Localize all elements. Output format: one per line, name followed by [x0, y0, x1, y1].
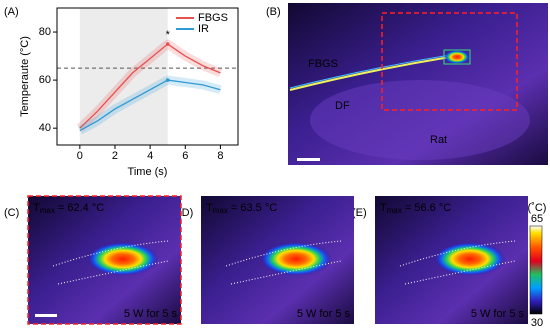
fiber-label: FBGS [308, 58, 338, 70]
legend-label: FBGS [198, 12, 228, 24]
tmax-t: T [33, 202, 40, 214]
tmax-label: Tmax = 62.4 °C [33, 202, 104, 215]
highlight-border [27, 195, 182, 325]
tissue-outline [399, 240, 516, 267]
tmax-t: T [380, 202, 387, 214]
colorbar-unit: (˚C) [528, 202, 547, 214]
panel-label: (A) [4, 6, 19, 18]
x-tick-label: 8 [217, 150, 223, 162]
peak-point [165, 78, 170, 82]
series-line [79, 79, 221, 132]
peak-point [165, 42, 170, 46]
caption: 5 W for 5 s [471, 308, 525, 320]
tmax-t: T [206, 202, 213, 214]
y-axis-label: Temperaute (°C) [19, 36, 31, 117]
fiber-glow [289, 54, 451, 89]
tmax-value: = 63.5 °C [228, 202, 277, 214]
hotspot [443, 49, 471, 65]
tmax-value: = 62.4 °C [55, 202, 104, 214]
x-tick-label: 6 [182, 150, 188, 162]
series-line [79, 43, 221, 129]
tissue-outline [225, 240, 342, 267]
star-annotation: * [166, 29, 171, 41]
thermal-spot [259, 242, 332, 276]
thermal-spot [86, 242, 159, 276]
tmax-label: Tmax = 56.6 °C [380, 202, 451, 215]
tissue [310, 80, 530, 160]
y-tick-label: 60 [39, 74, 51, 86]
x-tick-label: 4 [147, 150, 153, 162]
y-tick-label: 80 [39, 26, 51, 38]
tmax-value: = 56.6 °C [402, 202, 451, 214]
caption: 5 W for 5 s [124, 308, 178, 320]
tmax-sub: max [213, 206, 228, 215]
panel-label: (E) [352, 207, 367, 219]
caption: 5 W for 5 s [297, 308, 351, 320]
tmax-sub: max [40, 206, 55, 215]
panel-label: (D) [178, 207, 193, 219]
tissue-outline [57, 260, 169, 285]
colorbar-min: 30 [531, 317, 543, 329]
roi-box [381, 12, 518, 111]
x-tick-label: 0 [77, 150, 83, 162]
panel-label: (C) [4, 207, 19, 219]
y-tick-label: 40 [39, 122, 51, 134]
tmax-sub: max [387, 206, 402, 215]
colorbar [529, 225, 543, 315]
tmax-label: Tmax = 63.5 °C [206, 202, 277, 215]
scale-bar [35, 314, 57, 317]
rat-label: Rat [430, 134, 447, 146]
tissue-outline [230, 260, 342, 285]
plot-frame [56, 7, 239, 146]
panel-label: (B) [266, 6, 281, 18]
colorbar-max: 65 [531, 213, 543, 225]
fiber [289, 56, 451, 91]
df-label: DF [335, 100, 350, 112]
legend-label: IR [198, 23, 209, 35]
tissue-outline [404, 260, 516, 285]
x-tick-label: 2 [112, 150, 118, 162]
x-axis-label: Time (s) [128, 166, 168, 178]
tissue-outline [52, 240, 169, 267]
scale-bar [297, 158, 320, 161]
thermal-spot [433, 242, 506, 276]
